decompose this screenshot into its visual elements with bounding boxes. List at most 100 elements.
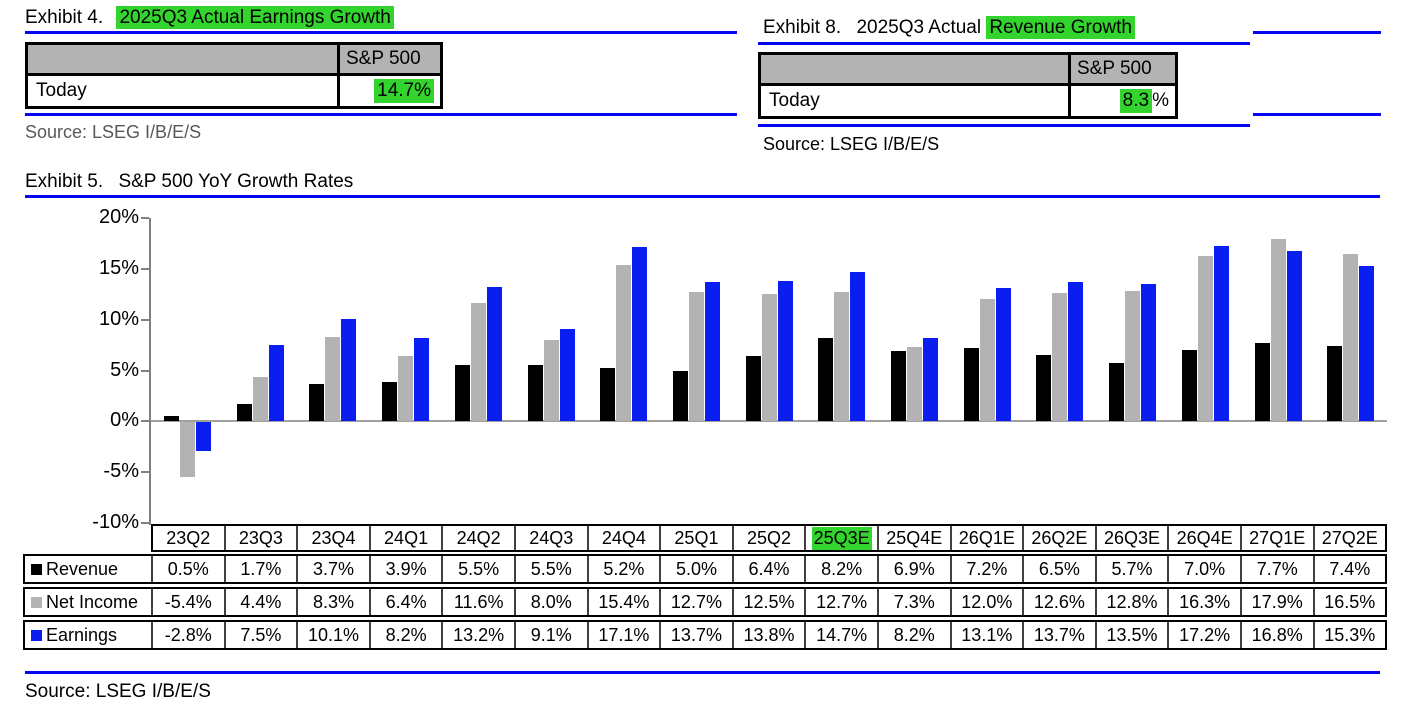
- bar-earnings-26Q4E: [1213, 246, 1229, 422]
- value-cell-net-income-25Q2: 12.5%: [731, 589, 805, 615]
- value-cell-revenue-23Q3: 1.7%: [223, 556, 297, 582]
- exhibit4-source: Source: LSEG I/B/E/S: [25, 122, 202, 142]
- y-axis-tick-label: -10%: [92, 511, 139, 533]
- y-axis-tick-label: 15%: [98, 256, 139, 279]
- bar-net-income-25Q3E: [834, 292, 850, 422]
- value-cell-revenue-23Q4: 3.7%: [296, 556, 369, 582]
- value-cell-earnings-27Q2E: 15.3%: [1312, 622, 1386, 648]
- value-cell-net-income-25Q4E: 7.3%: [876, 589, 950, 615]
- bar-earnings-27Q2E: [1359, 265, 1375, 422]
- value-cell-earnings-23Q3: 7.5%: [223, 622, 297, 648]
- bar-net-income-26Q4E: [1197, 255, 1213, 422]
- exhibit4-title-rule: [25, 31, 737, 34]
- exhibit5-source: Source: LSEG I/B/E/S: [25, 681, 211, 702]
- bar-revenue-27Q1E: [1254, 343, 1270, 422]
- exhibit8-header-empty-cell: [761, 55, 1068, 83]
- quarter-header-cell-26Q3E: 26Q3E: [1094, 526, 1168, 550]
- quarter-header-cell-24Q4: 24Q4: [586, 526, 660, 550]
- exhibit4-table: S&P 500 Today 14.7%: [25, 42, 443, 109]
- exhibit5-bottom-rule: [25, 671, 1380, 674]
- quarter-header-cell-25Q2: 25Q2: [731, 526, 805, 550]
- y-axis-tick-label: 10%: [98, 307, 139, 330]
- exhibit8-source: Source: LSEG I/B/E/S: [763, 134, 940, 154]
- series-row-earnings: Earnings -2.8% 7.5% 10.1% 8.2% 13.2% 9.1% 17.1%…: [23, 620, 1387, 650]
- y-axis-tick: [141, 217, 149, 219]
- quarter-header-cell-24Q2: 24Q2: [441, 526, 514, 550]
- legend-swatch-earnings: [31, 629, 42, 641]
- bar-earnings-23Q4: [341, 318, 357, 422]
- right-stub-rule-top: [1253, 31, 1381, 34]
- value-cell-earnings-23Q4: 10.1%: [296, 622, 369, 648]
- y-axis-tick-label: 20%: [98, 206, 139, 228]
- value-cell-net-income-24Q1: 6.4%: [368, 589, 442, 615]
- bar-earnings-25Q4E: [923, 337, 939, 422]
- quarter-header-cell-23Q4: 23Q4: [296, 526, 369, 550]
- exhibit8-table-header-row: S&P 500: [761, 55, 1175, 86]
- value-cell-earnings-24Q3: 9.1%: [513, 622, 587, 648]
- exhibit8-value-suffix: %: [1152, 90, 1169, 111]
- bar-net-income-23Q3: [252, 376, 268, 422]
- bar-earnings-23Q3: [268, 345, 284, 422]
- y-axis-line: [149, 218, 151, 525]
- quarter-header-row: 23Q2 23Q3 23Q4 24Q1 24Q2 24Q3 24Q4 25Q1 25Q2 25Q3…: [151, 524, 1387, 552]
- quarter-header-cell-25Q4E: 25Q4E: [876, 526, 950, 550]
- value-cell-earnings-25Q4E: 8.2%: [876, 622, 950, 648]
- exhibit5-title-rule: [25, 195, 1380, 198]
- bar-revenue-25Q4E: [891, 351, 907, 422]
- exhibit4-header-empty-cell: [28, 45, 337, 73]
- value-cell-net-income-26Q3E: 12.8%: [1094, 589, 1168, 615]
- series-row-revenue: Revenue 0.5% 1.7% 3.7% 3.9% 5.5% 5.5% 5.2% 5.0% 6…: [23, 554, 1387, 584]
- y-axis-tick: [141, 471, 149, 474]
- value-cell-net-income-24Q2: 11.6%: [441, 589, 514, 615]
- quarter-header-cell-25Q3E: 25Q3E: [804, 526, 877, 550]
- bar-earnings-26Q1E: [995, 288, 1011, 422]
- exhibit8-table: S&P 500 Today 8.3%: [758, 52, 1178, 119]
- bar-earnings-24Q4: [632, 247, 648, 422]
- legend-swatch-revenue: [31, 563, 42, 575]
- exhibit4-value: 14.7%: [374, 79, 434, 103]
- highlighted-quarter-label: 25Q3E: [811, 526, 872, 550]
- bar-revenue-25Q1: [672, 370, 688, 422]
- value-cell-net-income-26Q1E: 12.0%: [949, 589, 1023, 615]
- bar-earnings-24Q2: [486, 287, 502, 422]
- right-stub-rule-bottom: [1253, 113, 1381, 116]
- value-cell-earnings-25Q2: 13.8%: [731, 622, 805, 648]
- bar-revenue-23Q4: [309, 383, 325, 422]
- legend-label: Earnings: [46, 624, 118, 645]
- y-axis-tick: [141, 522, 149, 524]
- value-cell-earnings-23Q2: -2.8%: [151, 622, 224, 648]
- quarter-header-cell-27Q1E: 27Q1E: [1239, 526, 1313, 550]
- value-cell-net-income-27Q1E: 17.9%: [1239, 589, 1313, 615]
- quarter-header-cell-27Q2E: 27Q2E: [1312, 526, 1386, 550]
- bar-revenue-27Q2E: [1327, 346, 1343, 422]
- exhibit5-label: Exhibit 5.: [25, 171, 104, 192]
- exhibit4-data-row: Today 14.7%: [28, 76, 440, 106]
- value-cell-net-income-23Q4: 8.3%: [296, 589, 369, 615]
- value-cell-earnings-26Q1E: 13.1%: [949, 622, 1023, 648]
- value-cell-earnings-24Q1: 8.2%: [368, 622, 442, 648]
- zero-gridline: [151, 420, 1387, 423]
- value-cell-net-income-25Q1: 12.7%: [659, 589, 732, 615]
- exhibit4-bottom-rule: [25, 113, 737, 116]
- bar-net-income-25Q2: [761, 294, 777, 422]
- bar-net-income-26Q1E: [979, 299, 995, 422]
- y-axis-tick-label: 0%: [110, 409, 139, 432]
- legend-swatch-net-income: [31, 596, 42, 608]
- value-cell-net-income-26Q2E: 12.6%: [1022, 589, 1095, 615]
- bar-net-income-24Q1: [398, 356, 414, 422]
- quarter-header-cell-26Q1E: 26Q1E: [949, 526, 1023, 550]
- bar-revenue-25Q2: [745, 356, 761, 422]
- bar-earnings-24Q1: [414, 337, 430, 422]
- quarter-header-cell-23Q3: 23Q3: [223, 526, 297, 550]
- bar-net-income-27Q2E: [1343, 253, 1359, 422]
- bar-earnings-25Q1: [704, 282, 720, 422]
- value-cell-revenue-26Q1E: 7.2%: [949, 556, 1023, 582]
- bar-revenue-24Q4: [600, 368, 616, 422]
- exhibit5-title: Exhibit 5. S&P 500 YoY Growth Rates: [25, 171, 353, 193]
- bar-revenue-25Q3E: [818, 337, 834, 422]
- bar-net-income-26Q3E: [1125, 291, 1141, 422]
- value-cell-earnings-25Q1: 13.7%: [659, 622, 732, 648]
- value-cell-revenue-23Q2: 0.5%: [151, 556, 224, 582]
- value-cell-revenue-26Q3E: 5.7%: [1094, 556, 1168, 582]
- exhibit4-title: Exhibit 4. 2025Q3 Actual Earnings Growth: [25, 6, 394, 29]
